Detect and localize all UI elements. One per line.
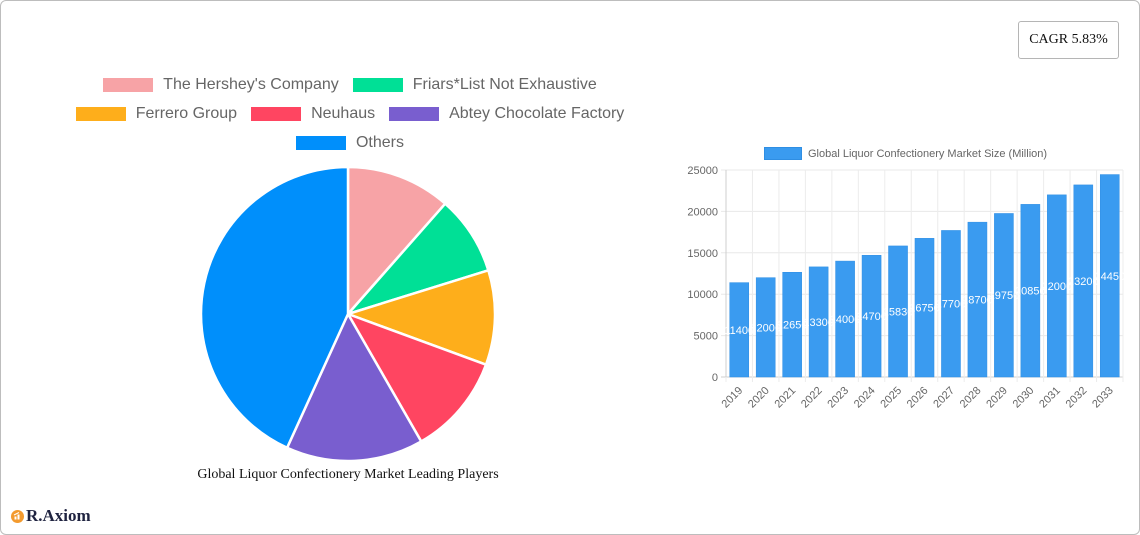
x-tick-label: 2025 — [878, 385, 904, 411]
y-tick-label: 5000 — [694, 331, 718, 343]
x-tick-label: 2026 — [905, 385, 931, 411]
bar-data-label: 14000 — [830, 314, 861, 326]
bar-data-label: 12000 — [750, 322, 781, 334]
bar[interactable] — [941, 230, 961, 378]
x-tick-label: 2020 — [746, 385, 772, 411]
pie-chart-svg — [199, 165, 497, 463]
bar-chart: 0 5000 10000 15000 20000 25000 11400 2019 12000 2… — [680, 140, 1130, 420]
bar[interactable] — [782, 272, 802, 378]
y-tick-label: 20000 — [687, 206, 718, 218]
bar[interactable] — [729, 282, 750, 378]
x-tick-label: 2033 — [1090, 385, 1116, 411]
bar-legend-label: Global Liquor Confectionery Market Size … — [808, 147, 1048, 160]
pie-legend-item[interactable]: Ferrero Group — [75, 105, 238, 123]
pie-slice[interactable] — [344, 268, 497, 367]
logo-text: R.Axiom — [26, 506, 91, 525]
x-tick-label: 2023 — [825, 385, 851, 411]
bar[interactable] — [1099, 174, 1120, 378]
pie-legend-row: Others — [40, 134, 660, 152]
legend-swatch — [103, 78, 154, 92]
y-tick-label: 15000 — [687, 248, 718, 260]
bar-data-label: 13300 — [803, 317, 834, 329]
bar-legend[interactable]: Global Liquor Confectionery Market Size … — [764, 147, 1047, 160]
bar-legend-swatch — [764, 147, 802, 160]
x-tick-label: 2031 — [1037, 385, 1063, 411]
bar-data-label: 12650 — [777, 320, 808, 332]
bar[interactable] — [835, 260, 855, 378]
bar[interactable] — [967, 221, 988, 378]
bar-data-label: 23200 — [1068, 276, 1099, 288]
bar[interactable] — [1047, 194, 1067, 378]
bar[interactable] — [888, 245, 908, 378]
bar-chart-svg: 0 5000 10000 15000 20000 25000 11400 2019 12000 2… — [687, 165, 1125, 411]
bar-data-label: 20850 — [1015, 286, 1046, 298]
bar-data-label: 15830 — [883, 306, 914, 318]
legend-label: Neuhaus — [311, 105, 376, 122]
y-tick-label: 0 — [712, 372, 718, 384]
legend-swatch — [295, 136, 346, 150]
pie-legend-row: The Hershey's Company Friars*List Not Exh… — [40, 76, 660, 94]
x-tick-label: 2029 — [984, 385, 1010, 411]
x-tick-label: 2021 — [772, 385, 798, 411]
legend-swatch — [251, 107, 302, 121]
pie-slice[interactable] — [285, 311, 423, 463]
bar-data-label: 24450 — [1094, 271, 1125, 283]
pie-legend-item[interactable]: Friars*List Not Exhaustive — [352, 76, 597, 94]
legend-label: Others — [355, 134, 404, 151]
x-tick-label: 2022 — [799, 385, 825, 411]
bar[interactable] — [994, 213, 1014, 378]
legend-label: Friars*List Not Exhaustive — [412, 76, 597, 93]
legend-swatch — [75, 107, 126, 121]
x-tick-label: 2019 — [720, 385, 746, 411]
pie-chart-title: Global Liquor Confectionery Market Leadi… — [197, 467, 499, 482]
x-tick-label: 2028 — [958, 385, 984, 411]
bar-data-label: 11400 — [724, 325, 754, 337]
bar-data-label: 22000 — [1042, 281, 1073, 293]
bar-data-label: 17700 — [936, 299, 967, 311]
x-tick-label: 2027 — [931, 385, 957, 411]
legend-swatch — [352, 78, 403, 92]
bar[interactable] — [1073, 184, 1094, 378]
legend-label: The Hershey's Company — [163, 76, 339, 93]
pie-legend-item[interactable]: Others — [295, 134, 404, 152]
x-tick-label: 2024 — [852, 385, 878, 411]
bar[interactable] — [755, 277, 776, 378]
bar[interactable] — [808, 266, 829, 378]
brand-logo: R.Axiom — [11, 506, 91, 526]
bar-data-label: 19750 — [989, 290, 1020, 302]
pie-legend-item[interactable]: Abtey Chocolate Factory — [389, 105, 624, 123]
logo-chart-icon — [11, 509, 24, 523]
y-tick-label: 25000 — [687, 165, 718, 177]
bar[interactable] — [1020, 204, 1041, 378]
pie-slice[interactable] — [199, 165, 350, 450]
legend-swatch — [389, 107, 440, 121]
pie-slice[interactable] — [346, 165, 447, 318]
x-tick-label: 2030 — [1011, 385, 1037, 411]
legend-label: Ferrero Group — [135, 105, 238, 122]
cagr-badge: CAGR 5.83% — [1018, 21, 1119, 59]
pie-chart — [199, 165, 499, 465]
legend-label: Abtey Chocolate Factory — [449, 105, 625, 122]
cagr-label: CAGR 5.83% — [1029, 32, 1108, 47]
bar-data-label: 14700 — [856, 311, 887, 323]
bar-data-label: 18700 — [962, 295, 993, 307]
bar[interactable] — [914, 238, 935, 378]
pie-legend-item[interactable]: The Hershey's Company — [103, 76, 339, 94]
bar-data-label: 16750 — [909, 303, 940, 315]
pie-slice[interactable] — [345, 311, 488, 444]
pie-legend-item[interactable]: Neuhaus — [251, 105, 375, 123]
pie-legend-row: Ferrero Group Neuhaus Abtey Chocolate Fact… — [40, 105, 660, 123]
y-tick-label: 10000 — [687, 289, 718, 301]
x-tick-label: 2032 — [1064, 385, 1090, 411]
bar[interactable] — [861, 255, 882, 378]
